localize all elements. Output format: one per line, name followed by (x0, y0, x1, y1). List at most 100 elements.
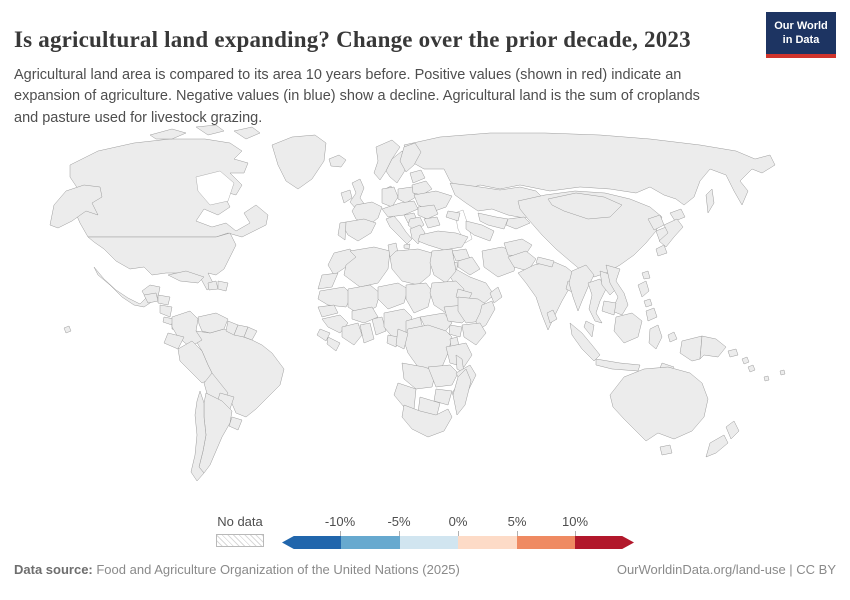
legend-bin-decline-strong[interactable] (282, 536, 341, 549)
country-oman[interactable] (489, 286, 503, 304)
country-gabon[interactable] (386, 334, 399, 348)
country-kenya[interactable] (461, 322, 487, 346)
country-nicaragua[interactable] (159, 304, 173, 318)
country-venezuela[interactable] (197, 312, 229, 334)
country-finland[interactable] (399, 142, 422, 173)
country-uzbekistan[interactable] (477, 212, 509, 230)
country-iceland[interactable] (328, 154, 347, 168)
country-bulgaria[interactable] (423, 216, 441, 229)
country-zimbabwe[interactable] (433, 388, 453, 406)
country-taiwan[interactable] (641, 270, 651, 280)
country-uganda[interactable] (448, 324, 463, 338)
country-australia[interactable] (609, 366, 709, 442)
country-uruguay[interactable] (228, 416, 243, 431)
country-senegal[interactable] (317, 304, 339, 318)
country-vietnam[interactable] (605, 264, 629, 316)
country-madagascar[interactable] (452, 368, 472, 416)
country-philippines-visayas[interactable] (643, 298, 653, 308)
country-canada-island2[interactable] (195, 125, 225, 136)
country-ireland[interactable] (340, 189, 353, 204)
country-japan-kyushu[interactable] (655, 244, 668, 257)
country-cuba[interactable] (167, 270, 205, 284)
country-solomon-islands-1[interactable] (741, 356, 750, 365)
attribution-link[interactable]: OurWorldinData.org/land-use | CC BY (616, 562, 836, 577)
country-spain[interactable] (343, 218, 377, 242)
country-canada-island3[interactable] (233, 126, 261, 140)
country-greenland[interactable] (271, 134, 327, 190)
legend-bin-decline-mid[interactable] (341, 536, 400, 549)
country-chile[interactable] (190, 390, 207, 482)
country-burkina-faso[interactable] (351, 306, 379, 324)
country-liberia[interactable] (326, 336, 341, 352)
country-kyrgyzstan[interactable] (505, 216, 531, 230)
country-mexico[interactable] (93, 266, 161, 308)
country-russia[interactable] (403, 132, 776, 206)
country-dominican-republic[interactable] (217, 280, 229, 292)
country-myanmar[interactable] (568, 264, 595, 312)
country-new-zealand-north[interactable] (725, 420, 740, 440)
legend-bin-decline-light[interactable] (400, 536, 459, 549)
country-mongolia[interactable] (547, 192, 623, 220)
country-ghana[interactable] (359, 322, 375, 344)
country-turkey[interactable] (417, 230, 469, 251)
country-democratic-republic-of-congo[interactable] (403, 324, 453, 372)
country-tanzania[interactable] (445, 342, 473, 368)
country-cambodia[interactable] (601, 300, 617, 316)
country-malaysia[interactable] (583, 320, 595, 338)
country-germany[interactable] (381, 186, 399, 208)
country-pakistan[interactable] (507, 250, 537, 272)
country-papua-new-guinea[interactable] (699, 335, 727, 360)
country-philippines-mindanao[interactable] (645, 307, 658, 322)
country-solomon-islands-2[interactable] (747, 364, 756, 373)
country-romania[interactable] (417, 204, 439, 220)
country-honduras[interactable] (157, 294, 171, 306)
country-niger[interactable] (377, 282, 409, 310)
country-namibia[interactable] (393, 382, 417, 410)
legend-bin-growth-strong[interactable] (575, 536, 634, 549)
country-sierra-leone[interactable] (316, 328, 331, 342)
country-nepal[interactable] (535, 256, 555, 268)
legend-bin-growth-light[interactable] (458, 536, 517, 549)
legend-bin-growth-mid[interactable] (517, 536, 576, 549)
country-fiji[interactable] (779, 369, 786, 376)
country-japan-hokkaido[interactable] (669, 208, 686, 222)
country-portugal[interactable] (337, 221, 347, 241)
country-benin[interactable] (371, 316, 387, 336)
country-congo[interactable] (395, 328, 409, 350)
country-cote-divoire[interactable] (341, 322, 363, 346)
country-italy-sicily[interactable] (403, 243, 411, 250)
country-mauritania[interactable] (317, 286, 353, 308)
country-indonesia-sulawesi[interactable] (648, 324, 663, 350)
country-united-states-hawaii[interactable] (63, 325, 72, 334)
country-png-new-britain[interactable] (727, 348, 739, 358)
country-western-sahara[interactable] (317, 272, 339, 290)
country-canada-island1[interactable] (149, 128, 187, 140)
country-poland[interactable] (397, 186, 417, 204)
country-vanuatu[interactable] (763, 375, 770, 382)
country-indonesia-java[interactable] (595, 358, 641, 372)
country-new-zealand-south[interactable] (705, 434, 729, 458)
country-indonesia-sumatra[interactable] (569, 322, 601, 362)
country-chad[interactable] (405, 282, 433, 314)
country-italy[interactable] (385, 215, 413, 245)
country-south-africa[interactable] (401, 404, 453, 438)
country-zambia[interactable] (427, 364, 459, 388)
country-philippines-luzon[interactable] (637, 280, 650, 298)
country-japan-honshu[interactable] (658, 218, 684, 248)
country-china[interactable] (517, 190, 663, 278)
country-sri-lanka[interactable] (546, 309, 558, 324)
country-united-states-alaska[interactable] (49, 184, 103, 229)
country-caucasus[interactable] (445, 210, 461, 222)
country-indonesia-papua[interactable] (679, 335, 703, 362)
country-indonesia-moluccas[interactable] (667, 331, 678, 343)
legend-no-data[interactable]: No data (216, 514, 264, 547)
country-iraq[interactable] (457, 256, 481, 276)
country-australia-tasmania[interactable] (659, 444, 673, 456)
country-angola[interactable] (401, 362, 437, 390)
country-baltic-states[interactable] (409, 169, 426, 184)
country-french-guiana[interactable] (243, 326, 258, 341)
country-russia-sakhalin[interactable] (705, 188, 715, 214)
country-libya[interactable] (389, 248, 433, 286)
country-turkmenistan[interactable] (465, 220, 495, 242)
country-indonesia-borneo[interactable] (613, 312, 643, 344)
